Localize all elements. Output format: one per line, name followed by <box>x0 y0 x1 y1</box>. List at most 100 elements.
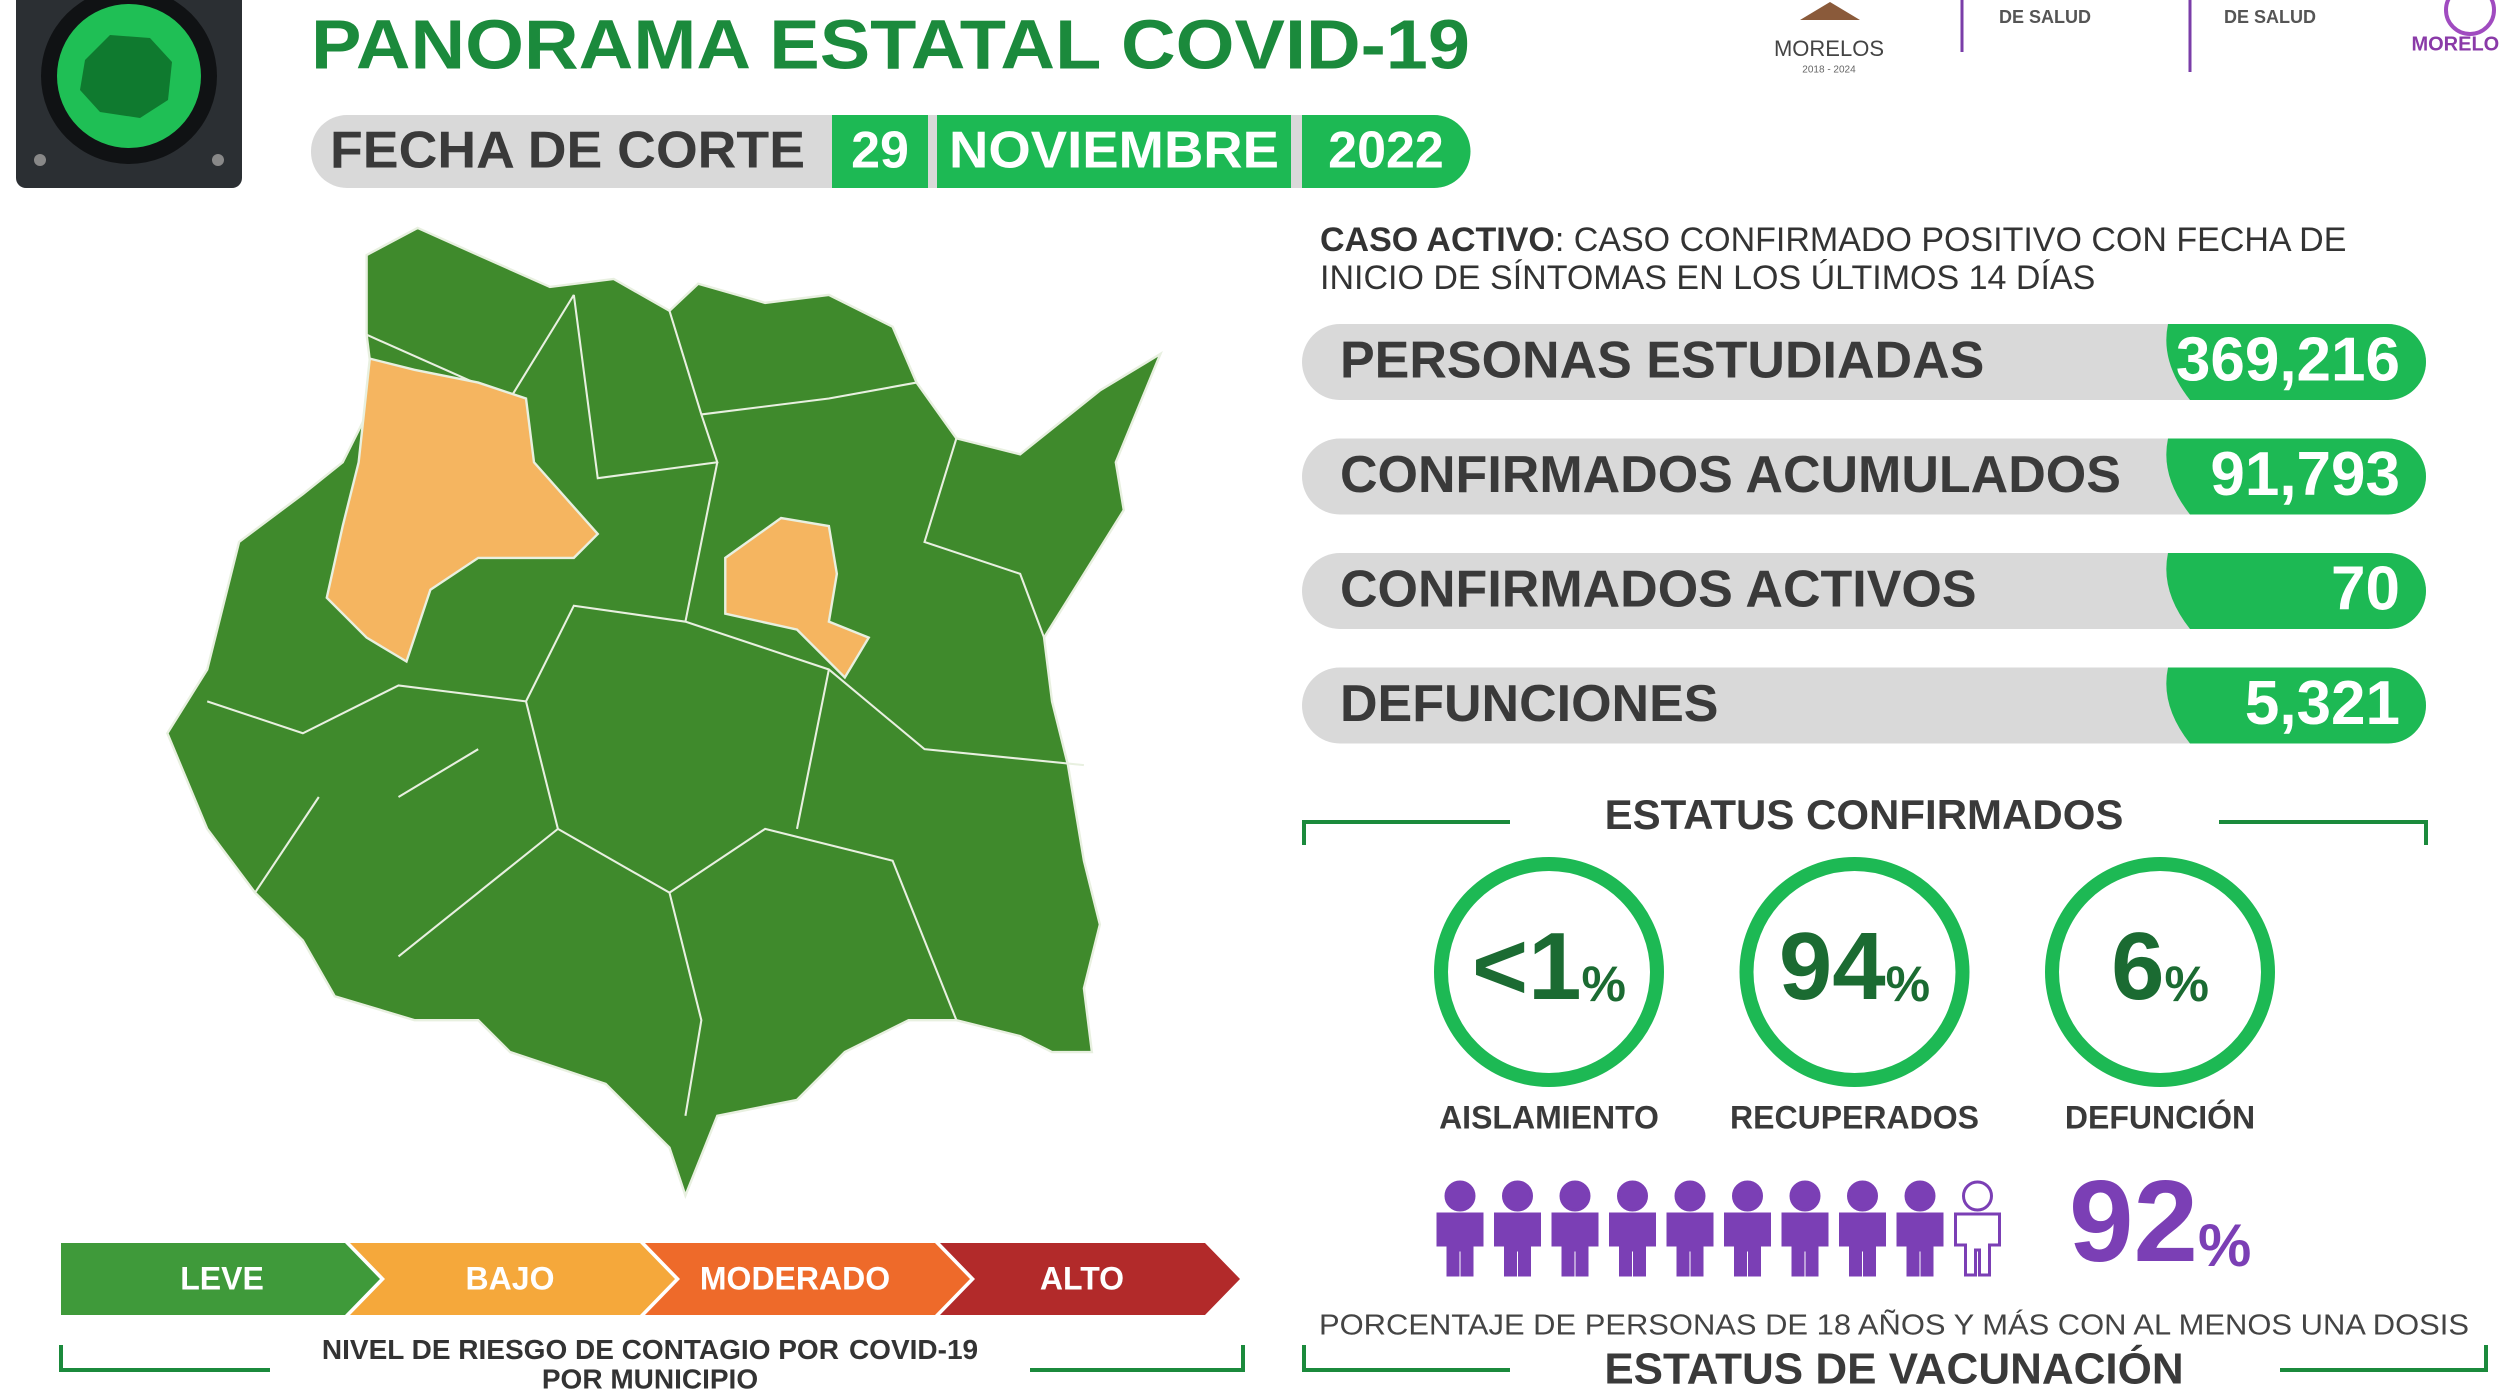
stat-value: 369,216 <box>2176 325 2400 394</box>
definition-text: : CASO CONFIRMADO POSITIVO CON FECHA DE <box>1555 221 2347 259</box>
risk-level <box>61 1243 380 1315</box>
stat-label: DEFUNCIONES <box>1340 675 1718 733</box>
person-body <box>1494 1212 1541 1277</box>
status-ring <box>1434 857 1664 1087</box>
person-icon <box>1494 1180 1541 1277</box>
logo-text: DE SALUD <box>2224 7 2316 27</box>
status-unit: % <box>1581 956 1625 1012</box>
logo-text: MORELOS <box>2411 33 2500 55</box>
stat-value: 91,793 <box>2210 440 2400 509</box>
status-label: DEFUNCIÓN <box>2065 1099 2255 1135</box>
logo-text: MORELOS <box>1774 36 1884 61</box>
date-month: NOVIEMBRE <box>949 122 1279 180</box>
risk-label: BAJO <box>466 1260 555 1296</box>
person-icon <box>1436 1180 1484 1277</box>
map-region-low <box>325 357 600 664</box>
person-body <box>1781 1212 1829 1277</box>
person-body <box>1896 1212 1944 1277</box>
status-percent: <1% <box>1472 913 1626 1020</box>
stat-bar <box>1302 553 2426 629</box>
person-icon <box>1551 1180 1599 1277</box>
date-box <box>937 115 1291 188</box>
person-head <box>1559 1180 1591 1212</box>
status-percent: 6% <box>2111 913 2209 1020</box>
status-bracket <box>1302 820 2428 845</box>
person-icon <box>1781 1180 1829 1277</box>
vaccination-unit: % <box>2198 1212 2251 1279</box>
date-label: FECHA DE CORTE <box>330 122 805 180</box>
logo-text: 2018 - 2024 <box>1802 65 1856 76</box>
person-body <box>1609 1212 1656 1277</box>
person-head <box>1617 1180 1648 1212</box>
map-region-low <box>724 516 871 680</box>
person-head <box>1502 1180 1533 1212</box>
state-map <box>166 226 1163 1199</box>
date-day: 29 <box>851 122 909 180</box>
person-head <box>1732 1180 1763 1212</box>
people-icons <box>1436 1180 2001 1277</box>
date-box <box>832 115 928 188</box>
person-head <box>1962 1180 1993 1212</box>
logos: MORELOS 2018 - 2024 DE SALUD DE SALUD MO… <box>1774 0 2500 76</box>
status-label: AISLAMIENTO <box>1439 1099 1659 1135</box>
logo-emblem <box>1800 2 1860 20</box>
status-unit: % <box>2164 956 2208 1012</box>
caption-bold: COVID-19 <box>849 1334 978 1365</box>
person-head <box>1847 1180 1878 1212</box>
stats: PERSONAS ESTUDIADAS 369,216 CONFIRMADOS AC… <box>1302 324 2426 744</box>
person-head <box>1904 1180 1936 1212</box>
stat-value: 5,321 <box>2245 669 2400 738</box>
stat-bar <box>1302 667 2426 744</box>
status-number: <1 <box>1472 913 1581 1020</box>
person-body <box>1839 1212 1886 1277</box>
stat-label: CONFIRMADOS ACUMULADOS <box>1340 446 2121 504</box>
status-ring <box>2045 857 2275 1087</box>
person-head <box>1674 1180 1706 1212</box>
map-outline <box>166 226 1163 1199</box>
legend-caption: NIVEL DE RIESGO DE CONTAGIO POR COVID-19 <box>322 1334 978 1365</box>
vaccination-percent: 92% <box>2069 1156 2251 1286</box>
person-body <box>1666 1212 1714 1277</box>
legend-bracket <box>59 1345 1245 1372</box>
vaccination-number: 92 <box>2069 1156 2198 1286</box>
risk-level <box>645 1243 970 1315</box>
status-number: 6 <box>2111 913 2164 1020</box>
definition: CASO ACTIVO: CASO CONFIRMADO POSITIVO CO… <box>1320 221 2346 259</box>
person-icon <box>1839 1180 1886 1277</box>
risk-level <box>940 1243 1240 1315</box>
main-title: PANORAMA ESTATAL COVID-19 <box>311 5 1470 83</box>
person-icon <box>1609 1180 1656 1277</box>
stat-value-box <box>2166 553 2426 629</box>
logo-emblem <box>2444 0 2496 36</box>
risk-label: MODERADO <box>700 1260 890 1296</box>
traffic-light-icon <box>16 0 242 188</box>
status-ring <box>1739 857 1970 1087</box>
status-label: RECUPERADOS <box>1730 1099 1979 1135</box>
definition: INICIO DE SÍNTOMAS EN LOS ÚLTIMOS 14 DÍA… <box>1320 259 2095 297</box>
stat-bar <box>1302 438 2426 515</box>
person-icon <box>1896 1180 1944 1277</box>
person-head <box>1789 1180 1821 1212</box>
person-icon <box>1954 1180 2001 1277</box>
icon-map <box>80 35 172 118</box>
stat-value-box <box>2166 324 2426 400</box>
vaccination-bracket <box>1302 1345 2488 1372</box>
stat-label: CONFIRMADOS ACTIVOS <box>1340 561 1977 619</box>
status-percent: 94% <box>1779 913 1930 1020</box>
person-icon <box>1666 1180 1714 1277</box>
status-title: ESTATUS CONFIRMADOS <box>1605 791 2124 838</box>
stat-bar <box>1302 324 2426 400</box>
caption-text: NIVEL DE RIESGO DE CONTAGIO POR <box>322 1334 839 1365</box>
person-icon <box>1724 1180 1771 1277</box>
status-unit: % <box>1886 956 1930 1012</box>
person-head <box>1444 1180 1476 1212</box>
stat-value-box <box>2166 667 2426 744</box>
risk-level <box>350 1243 675 1315</box>
risk-label: LEVE <box>180 1260 264 1296</box>
logo-text: DE SALUD <box>1999 7 2091 27</box>
status-items: <1% AISLAMIENTO 94% RECUPERADOS 6% DEFUNCIÓN <box>1434 857 2275 1135</box>
stat-value-box <box>2166 438 2426 515</box>
